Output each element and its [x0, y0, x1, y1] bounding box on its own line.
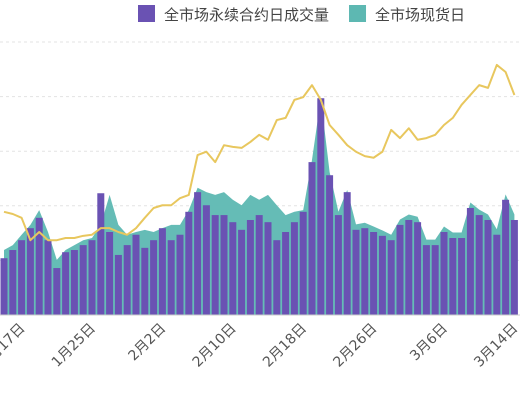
bar	[343, 192, 351, 315]
bar	[167, 240, 175, 315]
bar	[431, 245, 439, 315]
bar	[387, 240, 395, 315]
area	[4, 98, 515, 315]
bar	[246, 219, 254, 315]
legend: 全市场永续合约日成交量 全市场现货日	[138, 5, 465, 24]
bar	[484, 219, 492, 315]
bar	[194, 192, 202, 315]
legend-label: 全市场现货日	[375, 6, 465, 24]
bar	[396, 224, 404, 315]
bar	[79, 245, 87, 315]
bar	[317, 98, 325, 315]
bar	[370, 232, 378, 315]
bar	[88, 240, 96, 315]
bar	[238, 229, 246, 315]
bar	[132, 234, 140, 315]
bar	[352, 229, 360, 315]
x-tick-label: 2月2日	[126, 321, 170, 365]
bar	[18, 240, 26, 315]
bar	[475, 215, 483, 315]
legend-swatch	[138, 5, 155, 22]
bar	[211, 215, 219, 315]
bar	[62, 252, 70, 315]
bar	[334, 215, 342, 315]
bar	[502, 199, 510, 315]
x-tick-label: 2月18日	[260, 321, 310, 371]
bar	[361, 228, 369, 315]
x-tick-label: 3月14日	[471, 321, 520, 371]
bar	[378, 235, 386, 315]
legend-swatch	[349, 5, 367, 22]
bar	[308, 162, 316, 315]
bar	[220, 215, 228, 315]
bar	[176, 234, 184, 315]
bar	[202, 205, 210, 315]
bar	[123, 245, 131, 315]
bar	[405, 219, 413, 315]
bar	[326, 175, 334, 315]
bar	[114, 254, 122, 315]
bar	[282, 232, 290, 315]
bar	[106, 232, 114, 315]
bar	[9, 250, 17, 315]
legend-label: 全市场永续合约日成交量	[164, 6, 329, 24]
bar	[229, 222, 237, 315]
bar	[35, 217, 43, 315]
line	[3, 63, 516, 242]
x-tick-label: 1月25日	[49, 321, 99, 371]
x-tick-label: 2月26日	[330, 321, 380, 371]
bar	[422, 245, 430, 315]
bar	[0, 258, 8, 315]
bar	[97, 193, 105, 315]
x-tick-label: 3月6日	[407, 321, 451, 365]
x-tick-label: 2月10日	[190, 321, 240, 371]
bar	[414, 222, 422, 315]
bar	[150, 240, 158, 315]
bar	[255, 215, 263, 315]
bar	[185, 211, 193, 315]
bar	[44, 240, 52, 315]
bar	[440, 232, 448, 315]
bar	[158, 228, 166, 315]
x-tick-label: 1月17日	[0, 321, 28, 371]
bar	[264, 222, 272, 315]
bar	[449, 238, 457, 315]
bar	[493, 234, 501, 315]
bar	[26, 228, 34, 315]
bar	[466, 207, 474, 315]
bar	[458, 238, 466, 315]
bar	[141, 247, 149, 315]
bar	[70, 250, 78, 315]
bar	[273, 240, 281, 315]
bar	[510, 219, 518, 315]
bar	[290, 222, 298, 315]
bar	[53, 268, 61, 315]
bar	[299, 211, 307, 315]
